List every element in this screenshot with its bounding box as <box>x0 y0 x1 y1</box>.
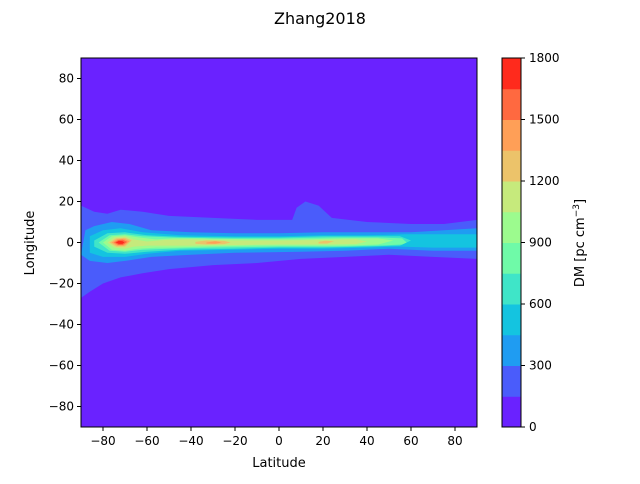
x-tick-label: 60 <box>403 434 418 448</box>
y-tick-label: −80 <box>49 400 74 414</box>
colorbar-label-main: DM [pc cm <box>573 217 588 287</box>
colorbar-label-end: ] <box>573 199 588 204</box>
y-axis: −80 −60 −40 −20 0 20 40 60 80 <box>49 72 81 414</box>
colorbar-band-9 <box>502 119 521 151</box>
x-tick-label: 20 <box>315 434 330 448</box>
colorbar-tick-label: 600 <box>529 297 552 311</box>
x-tick-label: −20 <box>222 434 247 448</box>
colorbar-band-5 <box>502 242 521 274</box>
colorbar-label-sup: −3 <box>572 204 582 217</box>
contour-fill-level-7-6 <box>107 236 368 249</box>
y-tick-label: 0 <box>66 236 74 250</box>
y-tick-label: 60 <box>59 113 74 127</box>
colorbar-tick-label: 1200 <box>529 174 560 188</box>
colorbar-tick-label: 300 <box>529 359 552 373</box>
y-tick-label: −40 <box>49 318 74 332</box>
contour-fill-level-11-13 <box>115 240 125 244</box>
chart-title: Zhang2018 <box>274 9 366 28</box>
colorbar-tick-label: 900 <box>529 236 552 250</box>
colorbar-band-7 <box>502 181 521 213</box>
x-tick-label: 80 <box>447 434 462 448</box>
colorbar-tick-label: 1500 <box>529 113 560 127</box>
colorbar-band-6 <box>502 211 521 243</box>
contour-fill-level-8-9 <box>318 240 334 244</box>
x-tick-label: −80 <box>90 434 115 448</box>
colorbar-band-4 <box>502 273 521 305</box>
colorbar: 0 300 600 900 1200 1500 1800 <box>501 51 560 434</box>
x-tick-label: 0 <box>275 434 283 448</box>
colorbar-band-1 <box>502 365 521 397</box>
colorbar-band-2 <box>502 334 521 366</box>
y-tick-label: −20 <box>49 277 74 291</box>
y-tick-label: 80 <box>59 72 74 86</box>
x-tick-label: −40 <box>178 434 203 448</box>
colorbar-tick-label: 1800 <box>529 51 560 65</box>
colorbar-tick-label: 0 <box>529 420 537 434</box>
contour-fills <box>81 201 477 298</box>
x-axis-label: Latitude <box>252 456 306 471</box>
x-axis: −80 −60 −40 −20 0 20 40 60 80 <box>90 427 463 448</box>
colorbar-band-0 <box>502 396 521 428</box>
colorbar-label: DM [pc cm−3] <box>572 199 588 287</box>
contour-fill-level-9-11 <box>206 241 222 244</box>
y-tick-label: −60 <box>49 359 74 373</box>
y-tick-label: 40 <box>59 154 74 168</box>
colorbar-band-8 <box>502 150 521 182</box>
x-tick-label: 40 <box>359 434 374 448</box>
plot-area <box>80 57 478 428</box>
colorbar-band-3 <box>502 304 521 336</box>
colorbar-band-10 <box>502 88 521 120</box>
y-tick-label: 20 <box>59 195 74 209</box>
colorbar-band-11 <box>502 58 521 90</box>
x-tick-label: −60 <box>134 434 159 448</box>
y-axis-label: Longitude <box>23 211 38 276</box>
